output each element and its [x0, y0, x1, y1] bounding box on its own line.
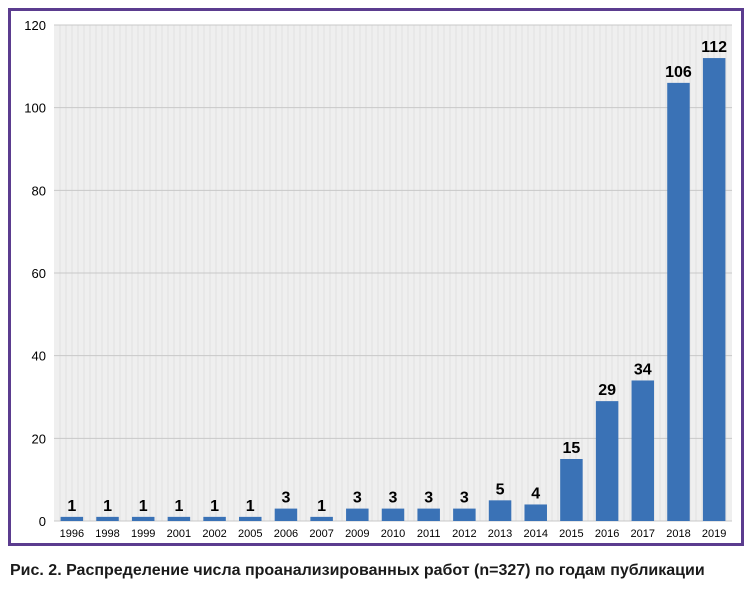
y-tick-label: 0 [39, 514, 46, 529]
x-tick-label: 2010 [381, 528, 405, 540]
data-label: 1 [67, 498, 76, 515]
bar-2015 [560, 459, 583, 521]
data-label: 1 [139, 498, 148, 515]
bar-2002 [203, 516, 226, 521]
x-tick-label: 2009 [345, 528, 369, 540]
data-label: 1 [317, 498, 326, 515]
bar-2012 [453, 508, 476, 521]
bar-2009 [346, 508, 369, 521]
gridlines [54, 24, 732, 522]
bar-2010 [381, 508, 405, 521]
x-tick-label: 2018 [666, 528, 690, 540]
data-label: 1 [174, 498, 183, 515]
data-label: 3 [424, 490, 433, 507]
bar-2019 [702, 58, 726, 522]
x-tick-label: 1998 [95, 528, 119, 540]
y-tick-label: 100 [24, 101, 46, 116]
figure-caption: Рис. 2. Распределение числа проанализиро… [10, 562, 705, 579]
bar-1998 [96, 516, 119, 521]
data-label: 5 [496, 481, 505, 498]
bar-2006 [274, 508, 298, 521]
x-tick-label: 2006 [274, 528, 298, 540]
x-tick-label: 2007 [309, 528, 333, 540]
bar-2013 [488, 500, 512, 521]
x-tick-label: 1996 [60, 528, 84, 540]
bar-2017 [631, 380, 655, 521]
x-tick-label: 2015 [559, 528, 583, 540]
x-tick-label: 2011 [417, 528, 441, 540]
x-axis: 1996 1998 1999 2001 2002 2005 2006 2007 2009 2010… [60, 528, 727, 540]
x-tick-label: 2012 [452, 528, 476, 540]
data-label: 106 [665, 64, 692, 81]
data-labels: 1 1 1 1 1 1 3 1 3 3 3 3 5 4 15 29 34 106 112 [67, 39, 727, 515]
data-label: 4 [531, 485, 540, 502]
data-label: 3 [281, 490, 290, 507]
figure-frame: 0 20 40 60 80 100 120 1 1 1 1 1 1 3 1 3 3 3 3 5 4 15 29 34 106 1… [8, 8, 744, 546]
data-label: 3 [353, 490, 362, 507]
x-tick-label: 1999 [131, 528, 155, 540]
x-tick-label: 2017 [631, 528, 655, 540]
bar-2016 [595, 401, 619, 521]
bar-2011 [417, 508, 440, 521]
data-label: 112 [701, 39, 727, 56]
x-tick-label: 2001 [167, 528, 191, 540]
data-label: 15 [563, 440, 581, 457]
data-label: 29 [598, 382, 616, 399]
y-tick-label: 60 [32, 266, 46, 281]
y-tick-label: 80 [32, 183, 46, 198]
data-label: 1 [246, 498, 255, 515]
bar-2007 [310, 516, 333, 521]
x-tick-label: 2005 [238, 528, 262, 540]
bar-2018 [667, 82, 690, 521]
bars [60, 58, 726, 522]
data-label: 1 [103, 498, 112, 515]
x-tick-label: 2013 [488, 528, 512, 540]
y-tick-label: 20 [32, 431, 46, 446]
data-label: 3 [460, 490, 469, 507]
bar-2001 [167, 516, 191, 521]
bar-2014 [524, 504, 547, 521]
y-tick-label: 40 [32, 349, 46, 364]
x-tick-label: 2019 [702, 528, 726, 540]
bar-1999 [131, 516, 155, 521]
x-tick-label: 2016 [595, 528, 619, 540]
bar-1996 [60, 516, 84, 521]
y-tick-label: 120 [24, 18, 46, 33]
y-axis: 0 20 40 60 80 100 120 [24, 18, 46, 529]
data-label: 3 [389, 490, 398, 507]
x-tick-label: 2014 [523, 528, 547, 540]
data-label: 1 [210, 498, 219, 515]
x-tick-label: 2002 [202, 528, 226, 540]
data-label: 34 [634, 361, 652, 378]
bar-2005 [239, 516, 262, 521]
